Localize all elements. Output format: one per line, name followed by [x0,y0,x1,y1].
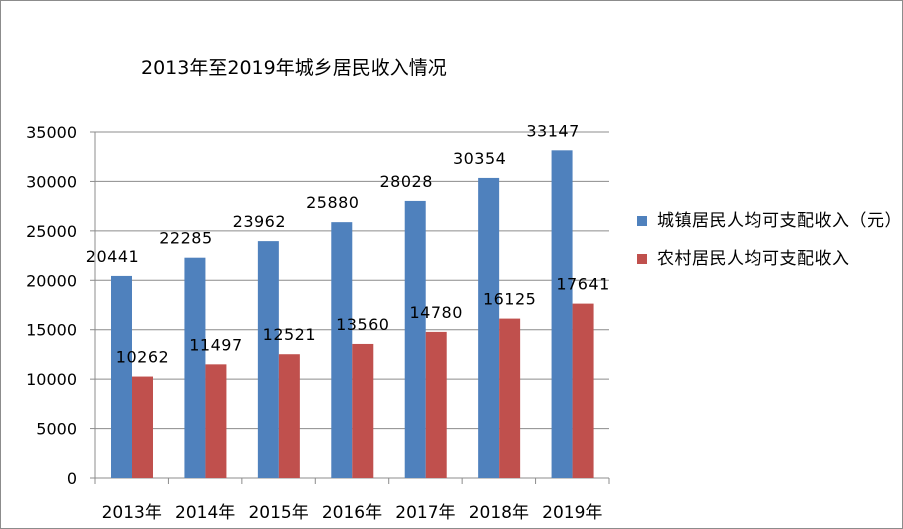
data-label: 33147 [526,121,579,140]
bar-urban [111,275,132,478]
data-label: 25880 [306,193,359,212]
data-label: 13560 [336,315,389,334]
x-tick-label: 2014年 [175,503,235,523]
bar-rural [572,303,594,478]
data-label: 10262 [116,348,169,367]
data-label: 20441 [86,247,139,266]
data-label: 30354 [453,149,506,168]
bar-rural [499,318,521,478]
bar-urban [257,241,279,478]
x-tick-label: 2017年 [395,503,455,523]
bar-urban [331,222,353,478]
data-label: 16125 [483,290,536,309]
x-tick-label: 2013年 [102,503,162,523]
bar-rural [352,343,374,478]
legend-label-urban: 城镇居民人均可支配收入（元） [657,211,902,231]
data-label: 12521 [263,325,316,344]
legend: 城镇居民人均可支配收入（元） 农村居民人均可支配收入 [635,208,902,284]
data-label: 23962 [233,212,286,231]
legend-swatch-rural [637,254,647,264]
y-tick-label: 20000 [26,271,77,290]
y-tick-label: 15000 [26,321,77,340]
y-tick-label: 25000 [26,222,77,241]
legend-label-rural: 农村居民人均可支配收入 [657,249,850,269]
chart-title: 2013年至2019年城乡居民收入情况 [141,57,447,79]
bar-rural [205,364,227,478]
y-tick-label: 35000 [26,123,77,142]
y-tick-label: 10000 [26,370,77,389]
x-tick-label: 2016年 [322,503,382,523]
bar-urban [184,257,206,478]
data-label: 11497 [189,335,242,354]
y-tick-label: 0 [67,469,77,488]
data-label: 22285 [159,229,212,248]
x-tick-label: 2015年 [248,503,308,523]
data-label: 14780 [410,303,463,322]
bar-rural [425,331,447,478]
bar-urban [551,150,573,478]
x-tick-label: 2019年 [542,503,602,523]
legend-item-urban: 城镇居民人均可支配收入（元） [635,208,902,234]
data-label: 17641 [556,275,609,294]
legend-swatch-urban [637,216,647,226]
bar-rural [132,376,153,478]
bar-urban [404,200,426,478]
x-tick-label: 2018年 [469,503,529,523]
y-tick-label: 30000 [26,172,77,191]
bar-rural [278,354,300,478]
data-label: 28028 [380,172,433,191]
legend-item-rural: 农村居民人均可支配收入 [635,246,897,272]
y-tick-label: 5000 [36,420,77,439]
bar-urban [478,177,500,479]
